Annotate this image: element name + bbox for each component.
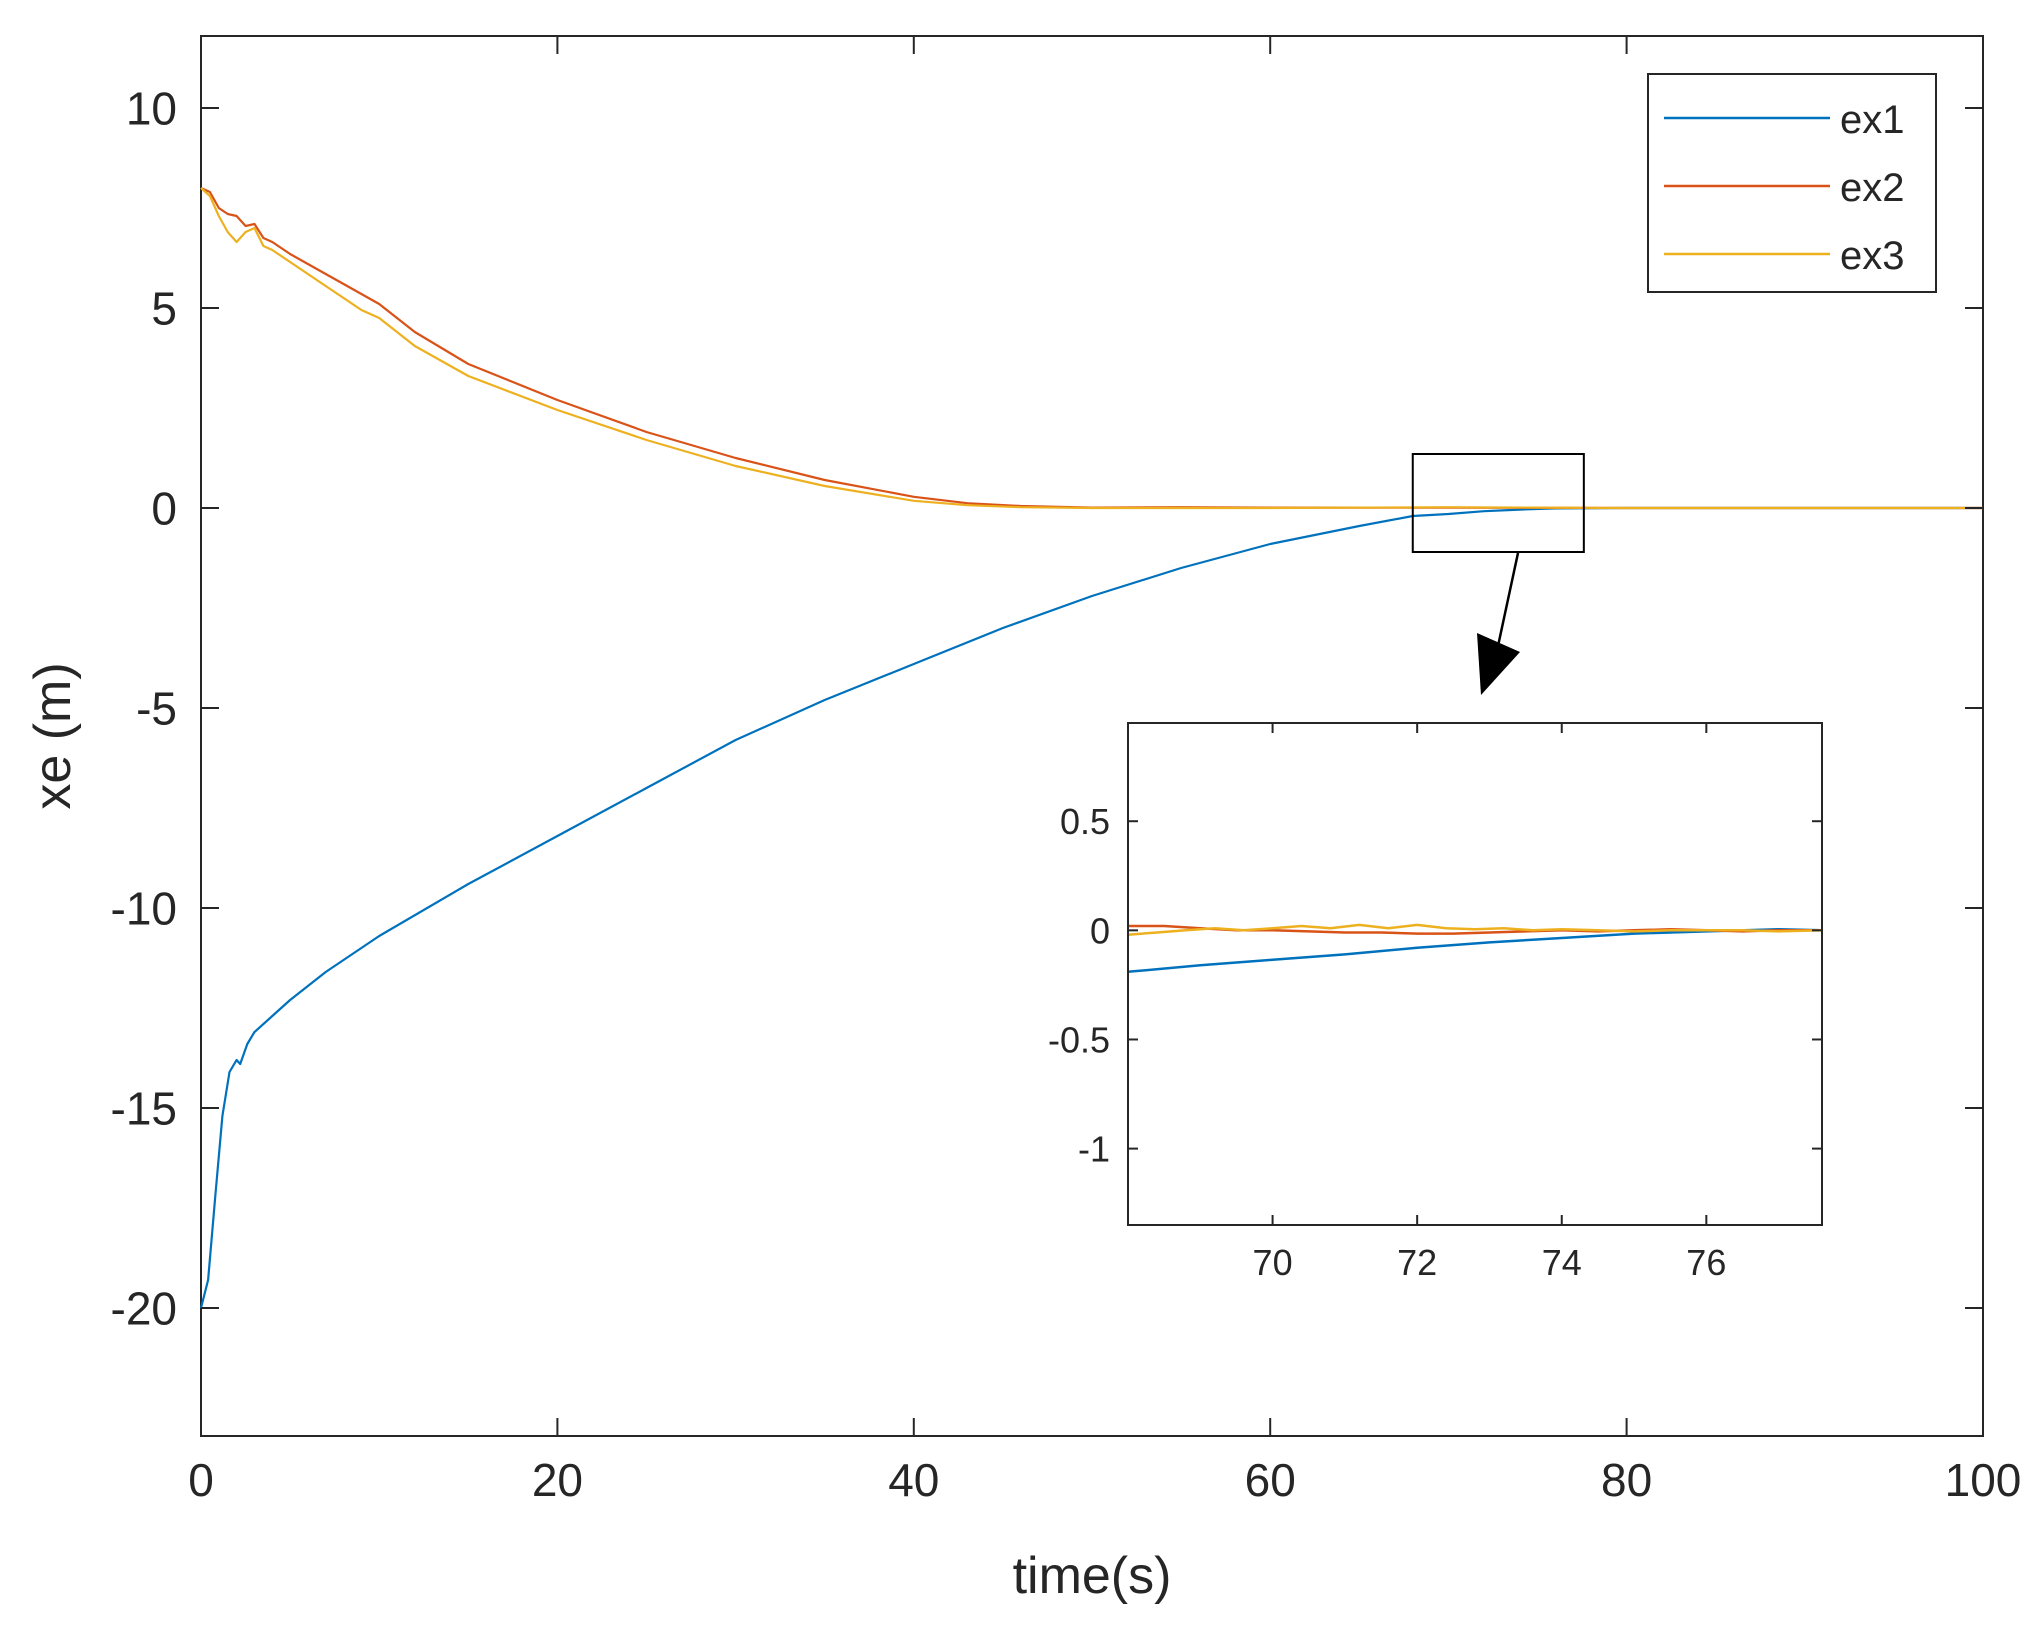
legend-box [1647, 73, 1937, 293]
main-x-tick-label: 60 [1245, 1454, 1296, 1506]
zoom-marker [1411, 453, 1585, 695]
zoom-arrow-head [1477, 633, 1520, 695]
inset-axes-frame [1127, 722, 1823, 1226]
inset-background [1128, 723, 1822, 1225]
main-y-tick-label: 0 [151, 483, 177, 535]
inset-x-tick-label: 70 [1253, 1242, 1293, 1283]
main-x-tick-label: 80 [1601, 1454, 1652, 1506]
main-x-tick-label: 40 [888, 1454, 939, 1506]
inset-x-tick-label: 76 [1686, 1242, 1726, 1283]
y-axis-label: xe (m) [24, 662, 82, 809]
main-y-tick-label: -5 [136, 683, 177, 735]
main-x-tick-label: 0 [188, 1454, 214, 1506]
inset-y-tick-label: -1 [1078, 1129, 1110, 1170]
main-series-group [199, 186, 1983, 1309]
main-y-tick-label: 5 [151, 283, 177, 335]
zoom-region-box [1411, 453, 1585, 553]
main-y-tick-label: -10 [111, 883, 177, 935]
legend-label-ex1: ex1 [1840, 98, 1905, 142]
main-x-tick-label: 100 [1945, 1454, 2022, 1506]
inset-y-tick-label: 0.5 [1060, 801, 1110, 842]
legend: ex1 ex2 ex3 [1647, 73, 1937, 293]
inset-x-tick-label: 72 [1397, 1242, 1437, 1283]
main-series-line-ex3 [200, 187, 1983, 510]
inset-x-tick-label: 74 [1542, 1242, 1582, 1283]
inset-ticks-group: 70 72 74 76 -1 -0.5 0 0.5 [1048, 723, 1822, 1283]
x-axis-label: time(s) [1013, 1547, 1172, 1605]
legend-label-ex2: ex2 [1840, 166, 1905, 210]
legend-label-ex3: ex3 [1840, 234, 1905, 278]
inset-y-tick-label: 0 [1090, 910, 1110, 951]
main-y-tick-label: -20 [111, 1283, 177, 1335]
main-y-tick-label: -15 [111, 1083, 177, 1135]
main-series-line-ex1 [199, 506, 1983, 1309]
main-axes-frame [200, 35, 1984, 1437]
inset-series-line-ex3 [1127, 923, 1823, 936]
inset-y-tick-label: -0.5 [1048, 1019, 1110, 1060]
zoom-arrow-shaft [1493, 552, 1520, 661]
main-x-tick-label: 20 [532, 1454, 583, 1506]
inset-plot: 70 72 74 76 -1 -0.5 0 0.5 [1048, 722, 1823, 1283]
main-y-tick-label: 10 [126, 83, 177, 135]
inset-series-group [1127, 923, 1823, 974]
